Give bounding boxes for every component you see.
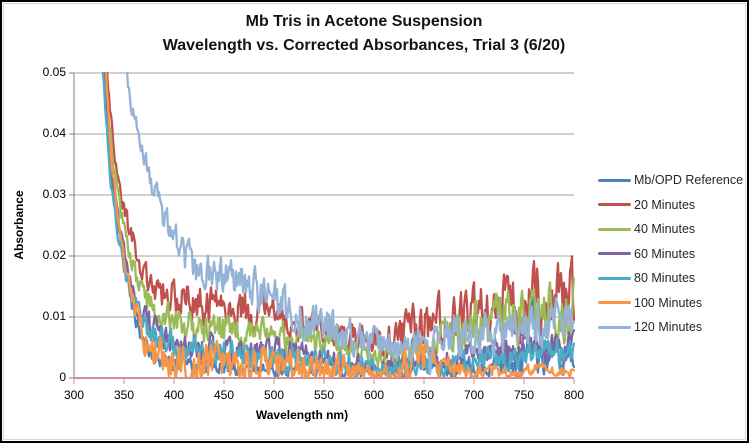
legend-item: 20 Minutes — [598, 193, 743, 218]
chart-title-line1: Mb Tris in Acetone Suspension — [245, 13, 483, 30]
x-tick-label: 350 — [113, 388, 135, 402]
chart-title-line2: Wavelength vs. Corrected Absorbances, Tr… — [162, 37, 566, 54]
y-tick-label: 0.02 — [42, 248, 66, 262]
legend-item: 60 Minutes — [598, 242, 743, 267]
legend-swatch-line — [598, 301, 631, 305]
x-tick-label: 300 — [63, 388, 85, 402]
x-tick-label: 650 — [413, 388, 435, 402]
x-axis-title: Wavelength nm) — [255, 408, 349, 422]
legend-label: 20 Minutes — [634, 197, 696, 212]
x-tick-label: 450 — [213, 388, 235, 402]
x-tick-label: 550 — [313, 388, 335, 402]
legend-label: 60 Minutes — [634, 246, 696, 261]
y-tick-label: 0.01 — [42, 309, 66, 323]
legend-item: Mb/OPD Reference — [598, 168, 743, 193]
legend-swatch-line — [598, 203, 631, 207]
legend-swatch-line — [598, 178, 631, 182]
legend-label: 120 Minutes — [634, 320, 703, 335]
x-tick-label: 500 — [263, 388, 285, 402]
legend-swatch-line — [598, 276, 631, 280]
chart-title: Mb Tris in Acetone Suspension Wavelength… — [2, 10, 726, 58]
legend-label: 100 Minutes — [634, 295, 703, 310]
series-line-120-minutes — [125, 72, 575, 376]
legend-label: 40 Minutes — [634, 222, 696, 237]
x-tick-label: 700 — [463, 388, 485, 402]
legend-item: 120 Minutes — [598, 315, 743, 340]
legend: Mb/OPD Reference 20 Minutes 40 Minutes 60 M… — [598, 168, 743, 340]
x-tick-label: 800 — [563, 388, 585, 402]
series-line-100-minutes — [104, 72, 575, 378]
legend-label: Mb/OPD Reference — [634, 173, 744, 188]
y-tick-label: 0.05 — [42, 65, 66, 79]
legend-swatch-line — [598, 227, 631, 231]
x-tick-label: 750 — [513, 388, 535, 402]
y-tick-label: 0.03 — [42, 187, 66, 201]
legend-item: 40 Minutes — [598, 217, 743, 242]
y-tick-label: 0.04 — [42, 126, 66, 140]
series-line-60-minutes — [102, 72, 575, 378]
y-tick-label: 0 — [59, 370, 66, 384]
legend-item: 80 Minutes — [598, 266, 743, 291]
x-tick-label: 400 — [163, 388, 185, 402]
legend-label: 80 Minutes — [634, 271, 696, 286]
series-line-80-minutes — [101, 72, 575, 378]
legend-swatch-line — [598, 252, 631, 256]
x-tick-label: 600 — [363, 388, 385, 402]
legend-swatch-line — [598, 325, 631, 329]
legend-item: 100 Minutes — [598, 291, 743, 316]
